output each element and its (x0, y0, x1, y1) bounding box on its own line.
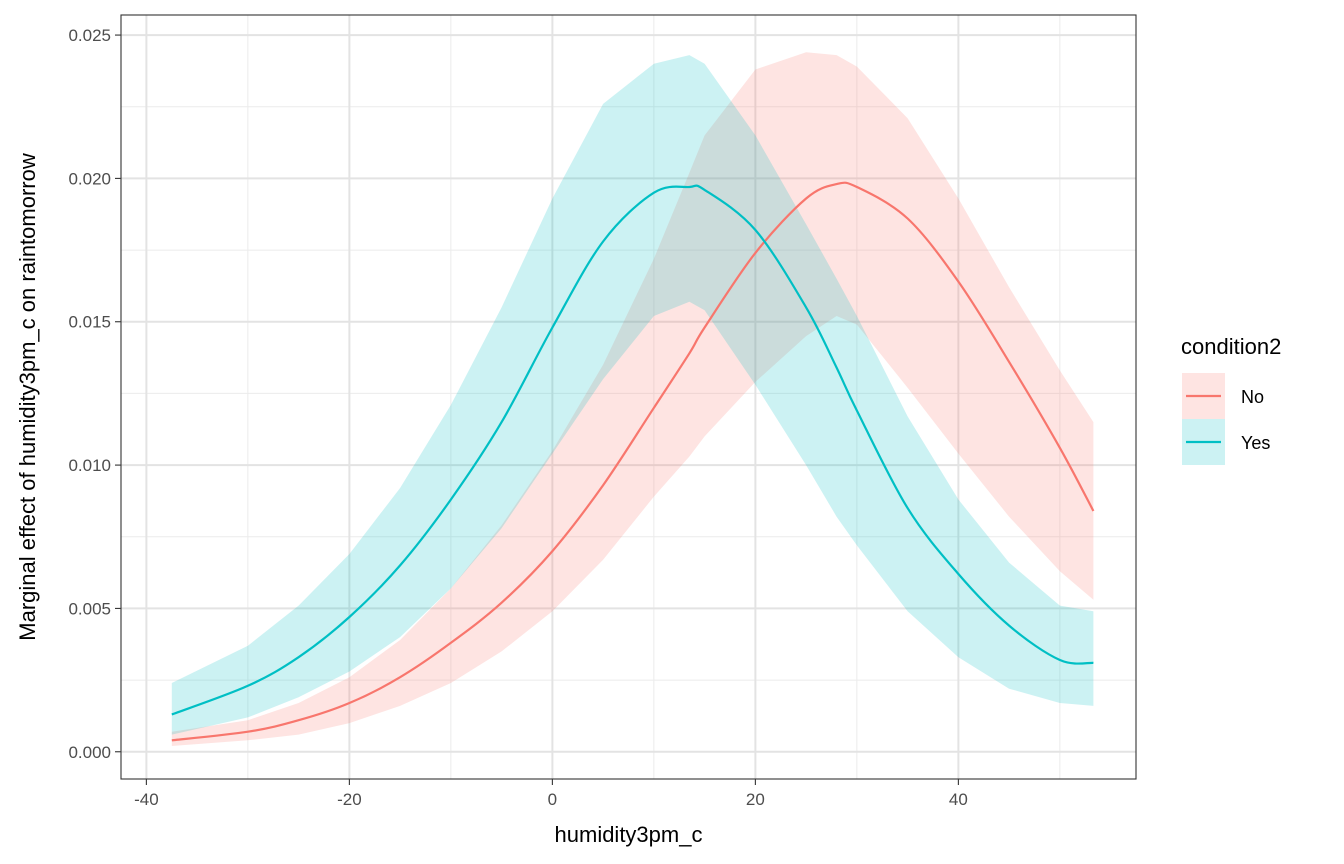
legend-label: Yes (1241, 433, 1270, 453)
line-yes (171, 184, 1094, 716)
ribbon-yes (171, 55, 1094, 735)
x-axis-title: humidity3pm_c (555, 822, 703, 847)
line-no (171, 181, 1095, 742)
y-axis: 0.000 0.005 0.010 0.015 0.020 0.025 (68, 26, 121, 762)
x-tick-label: 0 (548, 790, 557, 809)
legend: condition2 No Yes (1181, 334, 1281, 465)
y-tick-label: 0.010 (68, 456, 111, 475)
series-lines (171, 181, 1095, 742)
panel-border (120, 14, 1137, 780)
legend-item-yes: Yes (1182, 419, 1270, 465)
legend-label: No (1241, 387, 1264, 407)
y-axis-title: Marginal effect of humidity3pm_c on rain… (15, 153, 40, 641)
confidence-ribbons (171, 52, 1094, 747)
grid-minor (121, 15, 1136, 779)
y-tick-label: 0.000 (68, 743, 111, 762)
grid-major (121, 15, 1136, 779)
x-axis: -40 -20 0 20 40 (134, 779, 968, 809)
legend-title: condition2 (1181, 334, 1281, 359)
x-tick-label: 40 (949, 790, 968, 809)
x-tick-label: -20 (337, 790, 362, 809)
y-tick-label: 0.015 (68, 313, 111, 332)
x-tick-label: -40 (134, 790, 159, 809)
y-tick-label: 0.005 (68, 599, 111, 618)
x-tick-label: 20 (746, 790, 765, 809)
y-tick-label: 0.025 (68, 26, 111, 45)
y-tick-label: 0.020 (68, 169, 111, 188)
legend-item-no: No (1182, 373, 1264, 419)
ribbon-no (171, 52, 1094, 747)
